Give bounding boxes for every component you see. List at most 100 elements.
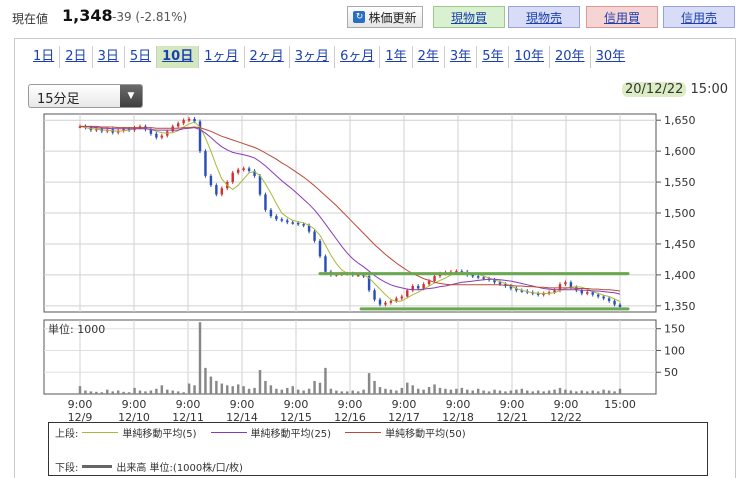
candle-body	[269, 209, 273, 217]
x-tick-time: 9:00	[338, 398, 363, 411]
period-tab[interactable]: 2年	[413, 46, 445, 68]
volume-bar	[493, 389, 496, 394]
x-tick-date: 12/9	[68, 411, 93, 424]
candle-body	[607, 298, 611, 301]
candle-body	[242, 168, 245, 170]
candle-body	[171, 126, 174, 132]
volume-bar	[247, 388, 251, 394]
period-tab[interactable]: 5日	[125, 46, 158, 68]
current-price-label: 現在値	[12, 12, 49, 26]
volume-bar	[569, 390, 573, 394]
candle-body	[596, 294, 600, 297]
volume-bar	[307, 388, 311, 394]
volume-bar	[89, 391, 93, 394]
volume-bar	[509, 390, 513, 394]
candle-body	[509, 286, 513, 289]
x-tick-time: 9:00	[284, 398, 309, 411]
x-tick-time: 9:00	[554, 398, 579, 411]
volume-bar	[520, 388, 524, 394]
candle-body	[280, 219, 284, 221]
candle-body	[187, 118, 191, 121]
interval-select[interactable]: 15分足 ▼	[28, 84, 143, 108]
candle-body	[160, 135, 164, 138]
volume-tick-label: 100	[664, 344, 685, 357]
candle-body	[367, 276, 371, 291]
margin-sell-button[interactable]: 信用売	[663, 6, 735, 28]
period-tab[interactable]: 30年	[595, 49, 626, 64]
legend-ma50-line	[345, 432, 382, 433]
volume-bar	[367, 373, 371, 394]
legend-upper-label: 上段:	[55, 429, 79, 440]
volume-bar	[313, 380, 316, 394]
chart-date: 20/12/22	[622, 82, 687, 97]
volume-bar	[531, 391, 534, 394]
legend-lower-row: 下段: 出来高 単位:(1000株/口/枚)	[55, 459, 247, 474]
volume-bar	[526, 390, 529, 394]
period-tab[interactable]: 3ヶ月	[290, 46, 336, 68]
period-tab[interactable]: 10日	[157, 46, 200, 68]
volume-bar	[466, 389, 469, 394]
candle-body	[291, 222, 294, 224]
volume-bar	[536, 390, 540, 394]
period-tab[interactable]: 2ヶ月	[245, 46, 290, 68]
volume-bar	[487, 391, 491, 394]
chart-timestamp: 20/12/22 15:00	[622, 82, 728, 97]
candle-body	[155, 133, 158, 138]
period-tab[interactable]: 3年	[445, 46, 478, 68]
candle-body	[236, 169, 240, 173]
candle-body	[400, 296, 404, 299]
period-tab[interactable]: 2日	[60, 46, 93, 68]
candle-body	[493, 279, 496, 283]
cash-buy-button[interactable]: 現物買	[433, 6, 505, 28]
volume-bar	[455, 388, 458, 394]
volume-bar	[602, 389, 605, 394]
candle-body	[618, 304, 622, 308]
candle-body	[564, 282, 567, 285]
period-tab[interactable]: 6ヶ月	[335, 46, 381, 68]
x-tick-date: 12/21	[496, 411, 528, 424]
legend-ma25-text: 単純移動平均(25)	[250, 429, 332, 440]
current-price-value: 1,348	[62, 6, 113, 25]
candle-body	[591, 292, 594, 295]
volume-bar	[220, 383, 224, 394]
period-tab[interactable]: 20年	[550, 46, 591, 68]
volume-bar	[553, 389, 556, 394]
volume-bar	[547, 390, 551, 394]
dropdown-arrow-icon: ▼	[120, 85, 142, 107]
period-tab[interactable]: 10年	[509, 46, 551, 68]
period-tab[interactable]: 1日	[28, 46, 61, 68]
cash-sell-button[interactable]: 現物売	[508, 6, 580, 28]
period-tab[interactable]: 3日	[93, 46, 125, 68]
candle-body	[362, 274, 365, 277]
volume-bar	[275, 388, 278, 394]
refresh-price-button[interactable]: ↻ 株価更新	[347, 6, 423, 28]
x-tick-time: 15:00	[604, 398, 636, 411]
volume-bar	[106, 389, 109, 394]
interval-selected: 15分足	[37, 92, 80, 107]
margin-buy-button[interactable]: 信用買	[586, 6, 658, 28]
volume-bar	[389, 389, 393, 394]
candle-body	[258, 175, 262, 195]
volume-bar	[111, 391, 114, 394]
candle-body	[553, 290, 556, 293]
volume-bar	[242, 386, 245, 394]
candle-body	[356, 274, 360, 277]
volume-bar	[449, 389, 453, 394]
volume-bar	[346, 391, 349, 394]
chart-legend: 上段: 単純移動平均(5) 単純移動平均(25) 単純移動平均(50) 下段: …	[48, 422, 708, 476]
volume-bar	[378, 387, 382, 394]
volume-bar	[122, 391, 125, 394]
period-tab[interactable]: 1年	[380, 46, 413, 68]
candle-body	[406, 290, 409, 297]
candle-body	[520, 290, 524, 292]
x-tick-time: 9:00	[392, 398, 417, 411]
volume-bar	[138, 390, 142, 394]
volume-bar	[444, 388, 447, 394]
candle-body	[498, 282, 502, 285]
volume-bar	[596, 391, 600, 394]
volume-bar	[427, 387, 431, 394]
volume-bar	[498, 390, 502, 394]
period-tab[interactable]: 5年	[477, 46, 510, 68]
volume-bar	[160, 385, 164, 394]
period-tab[interactable]: 1ヶ月	[199, 46, 245, 68]
